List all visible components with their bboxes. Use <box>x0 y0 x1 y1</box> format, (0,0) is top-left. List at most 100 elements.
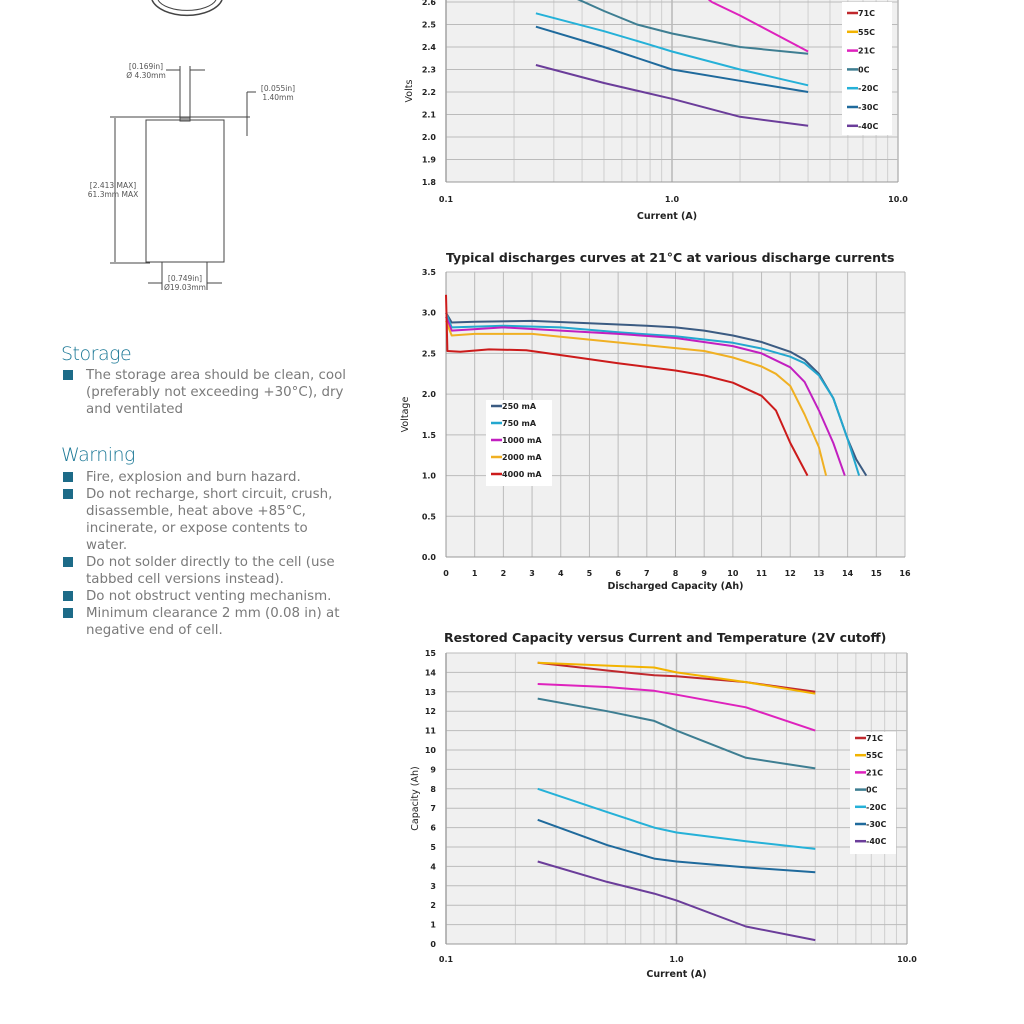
storage-heading: Storage <box>61 343 132 365</box>
series-line-21C <box>707 0 809 53</box>
x-tick-label: 9 <box>701 569 707 578</box>
y-tick-label: 2.5 <box>422 21 437 30</box>
legend: 71C 55C 21C 0C -20C -30C -40C <box>850 732 896 854</box>
legend-label: 750 mA <box>502 419 537 428</box>
y-tick-label: 3.0 <box>422 309 437 318</box>
x-tick-label: 1 <box>472 569 478 578</box>
y-axis-label: Volts <box>404 80 415 103</box>
x-tick-label: 11 <box>756 569 768 578</box>
y-axis-label: Voltage <box>400 397 411 433</box>
x-tick-label: 8 <box>673 569 679 578</box>
x-tick-label: 15 <box>871 569 883 578</box>
cell-top-view-circle <box>151 0 223 17</box>
series-line-21C <box>537 683 816 732</box>
list-item: Do not obstruct venting mechanism. <box>62 588 352 605</box>
x-tick-label: 1.0 <box>669 955 684 964</box>
x-tick-label: 12 <box>785 569 796 578</box>
x-tick-label: 10.0 <box>888 195 908 204</box>
chart-0: 1.8 1.9 2.0 2.1 2.2 2.3 2.4 2.5 2.6 0.1 1.0 10.0 Cur… <box>404 0 908 222</box>
bullet-square-icon <box>63 489 73 499</box>
series-line-1000mA <box>445 316 846 476</box>
x-tick-label: 0 <box>443 569 449 578</box>
x-tick-label: 3 <box>529 569 535 578</box>
legend-label: 71C <box>858 9 875 18</box>
y-tick-label: 2.1 <box>422 111 437 120</box>
y-tick-label: 2 <box>430 901 436 910</box>
y-tick-label: 4 <box>430 862 436 871</box>
x-tick-label: 4 <box>558 569 564 578</box>
bullet-square-icon <box>63 591 73 601</box>
legend-label: -30C <box>866 820 886 829</box>
terminal-diameter-in: [0.169in] <box>129 62 163 71</box>
y-tick-label: 2.5 <box>422 349 437 358</box>
legend-label: 250 mA <box>502 402 537 411</box>
legend-label: 55C <box>866 751 883 760</box>
y-tick-label: 11 <box>425 727 437 736</box>
x-tick-label: 16 <box>899 569 911 578</box>
bullet-square-icon <box>63 608 73 618</box>
cell-height-in: [2.413 MAX] <box>90 181 137 190</box>
x-tick-label: 6 <box>615 569 621 578</box>
legend-label: 0C <box>866 786 878 795</box>
legend-box <box>850 732 896 854</box>
body-diameter-in: [0.749in] <box>168 274 202 283</box>
legend-label: -20C <box>858 84 878 93</box>
series-line-2000mA <box>445 320 828 476</box>
x-tick-label: 10.0 <box>897 955 917 964</box>
x-tick-label: 13 <box>813 569 824 578</box>
legend-label: 55C <box>858 28 875 37</box>
terminal-diameter-mm: Ø 4.30mm <box>126 71 166 80</box>
x-tick-label: 0.1 <box>439 195 454 204</box>
legend-label: 71C <box>866 734 883 743</box>
y-tick-label: 1.9 <box>422 156 437 165</box>
terminal-height-mm: 1.40mm <box>262 93 293 102</box>
y-tick-label: 10 <box>425 746 437 755</box>
y-tick-label: 2.4 <box>422 43 437 52</box>
list-item: Do not solder directly to the cell (use … <box>62 554 352 588</box>
series-line-0C <box>577 0 809 55</box>
y-tick-label: 3 <box>430 882 436 891</box>
legend-label: -30C <box>858 103 878 112</box>
legend-label: 21C <box>866 768 883 777</box>
y-tick-label: 5 <box>430 843 436 852</box>
bullet-square-icon <box>63 557 73 567</box>
legend-label: 4000 mA <box>502 470 542 479</box>
y-tick-label: 2.3 <box>422 66 436 75</box>
series-line-55C <box>537 661 816 695</box>
legend-label: 1000 mA <box>502 436 542 445</box>
y-tick-label: 3.5 <box>422 268 437 277</box>
y-tick-label: 1.8 <box>422 178 437 187</box>
series-line-0C <box>537 697 816 770</box>
list-item: Minimum clearance 2 mm (0.08 in) at nega… <box>62 605 352 639</box>
body-diameter-mm: Ø19.03mm <box>164 283 206 292</box>
y-tick-label: 1 <box>430 921 436 930</box>
y-tick-label: 1.5 <box>422 431 437 440</box>
legend-label: -20C <box>866 803 886 812</box>
cell-height-mm: 61.3mm MAX <box>88 190 138 199</box>
terminal-height-in: [0.055in] <box>261 84 295 93</box>
y-tick-label: 12 <box>425 707 436 716</box>
y-tick-label: 8 <box>430 785 436 794</box>
x-tick-label: 7 <box>644 569 650 578</box>
capacity-chart-title: Restored Capacity versus Current and Tem… <box>444 630 887 645</box>
legend-box <box>486 400 552 486</box>
y-tick-label: 1.0 <box>422 472 437 481</box>
x-tick-label: 1.0 <box>665 195 680 204</box>
series-line--30C <box>537 818 816 874</box>
y-tick-label: 15 <box>425 649 437 658</box>
series-line--20C <box>535 12 809 87</box>
warning-heading: Warning <box>61 444 135 466</box>
bullet-square-icon <box>63 472 73 482</box>
legend-label: -40C <box>858 122 878 131</box>
legend: 71C 55C 21C 0C -20C -30C -40C <box>842 2 892 135</box>
bullet-square-icon <box>63 370 73 380</box>
list-item: The storage area should be clean, cool (… <box>62 367 352 418</box>
y-tick-label: 2.2 <box>422 88 436 97</box>
x-axis-label: Current (A) <box>646 969 706 980</box>
y-tick-label: 2.6 <box>422 0 437 7</box>
y-tick-label: 9 <box>430 765 436 774</box>
series-line-750mA <box>445 312 861 476</box>
series-line--40C <box>535 64 809 127</box>
